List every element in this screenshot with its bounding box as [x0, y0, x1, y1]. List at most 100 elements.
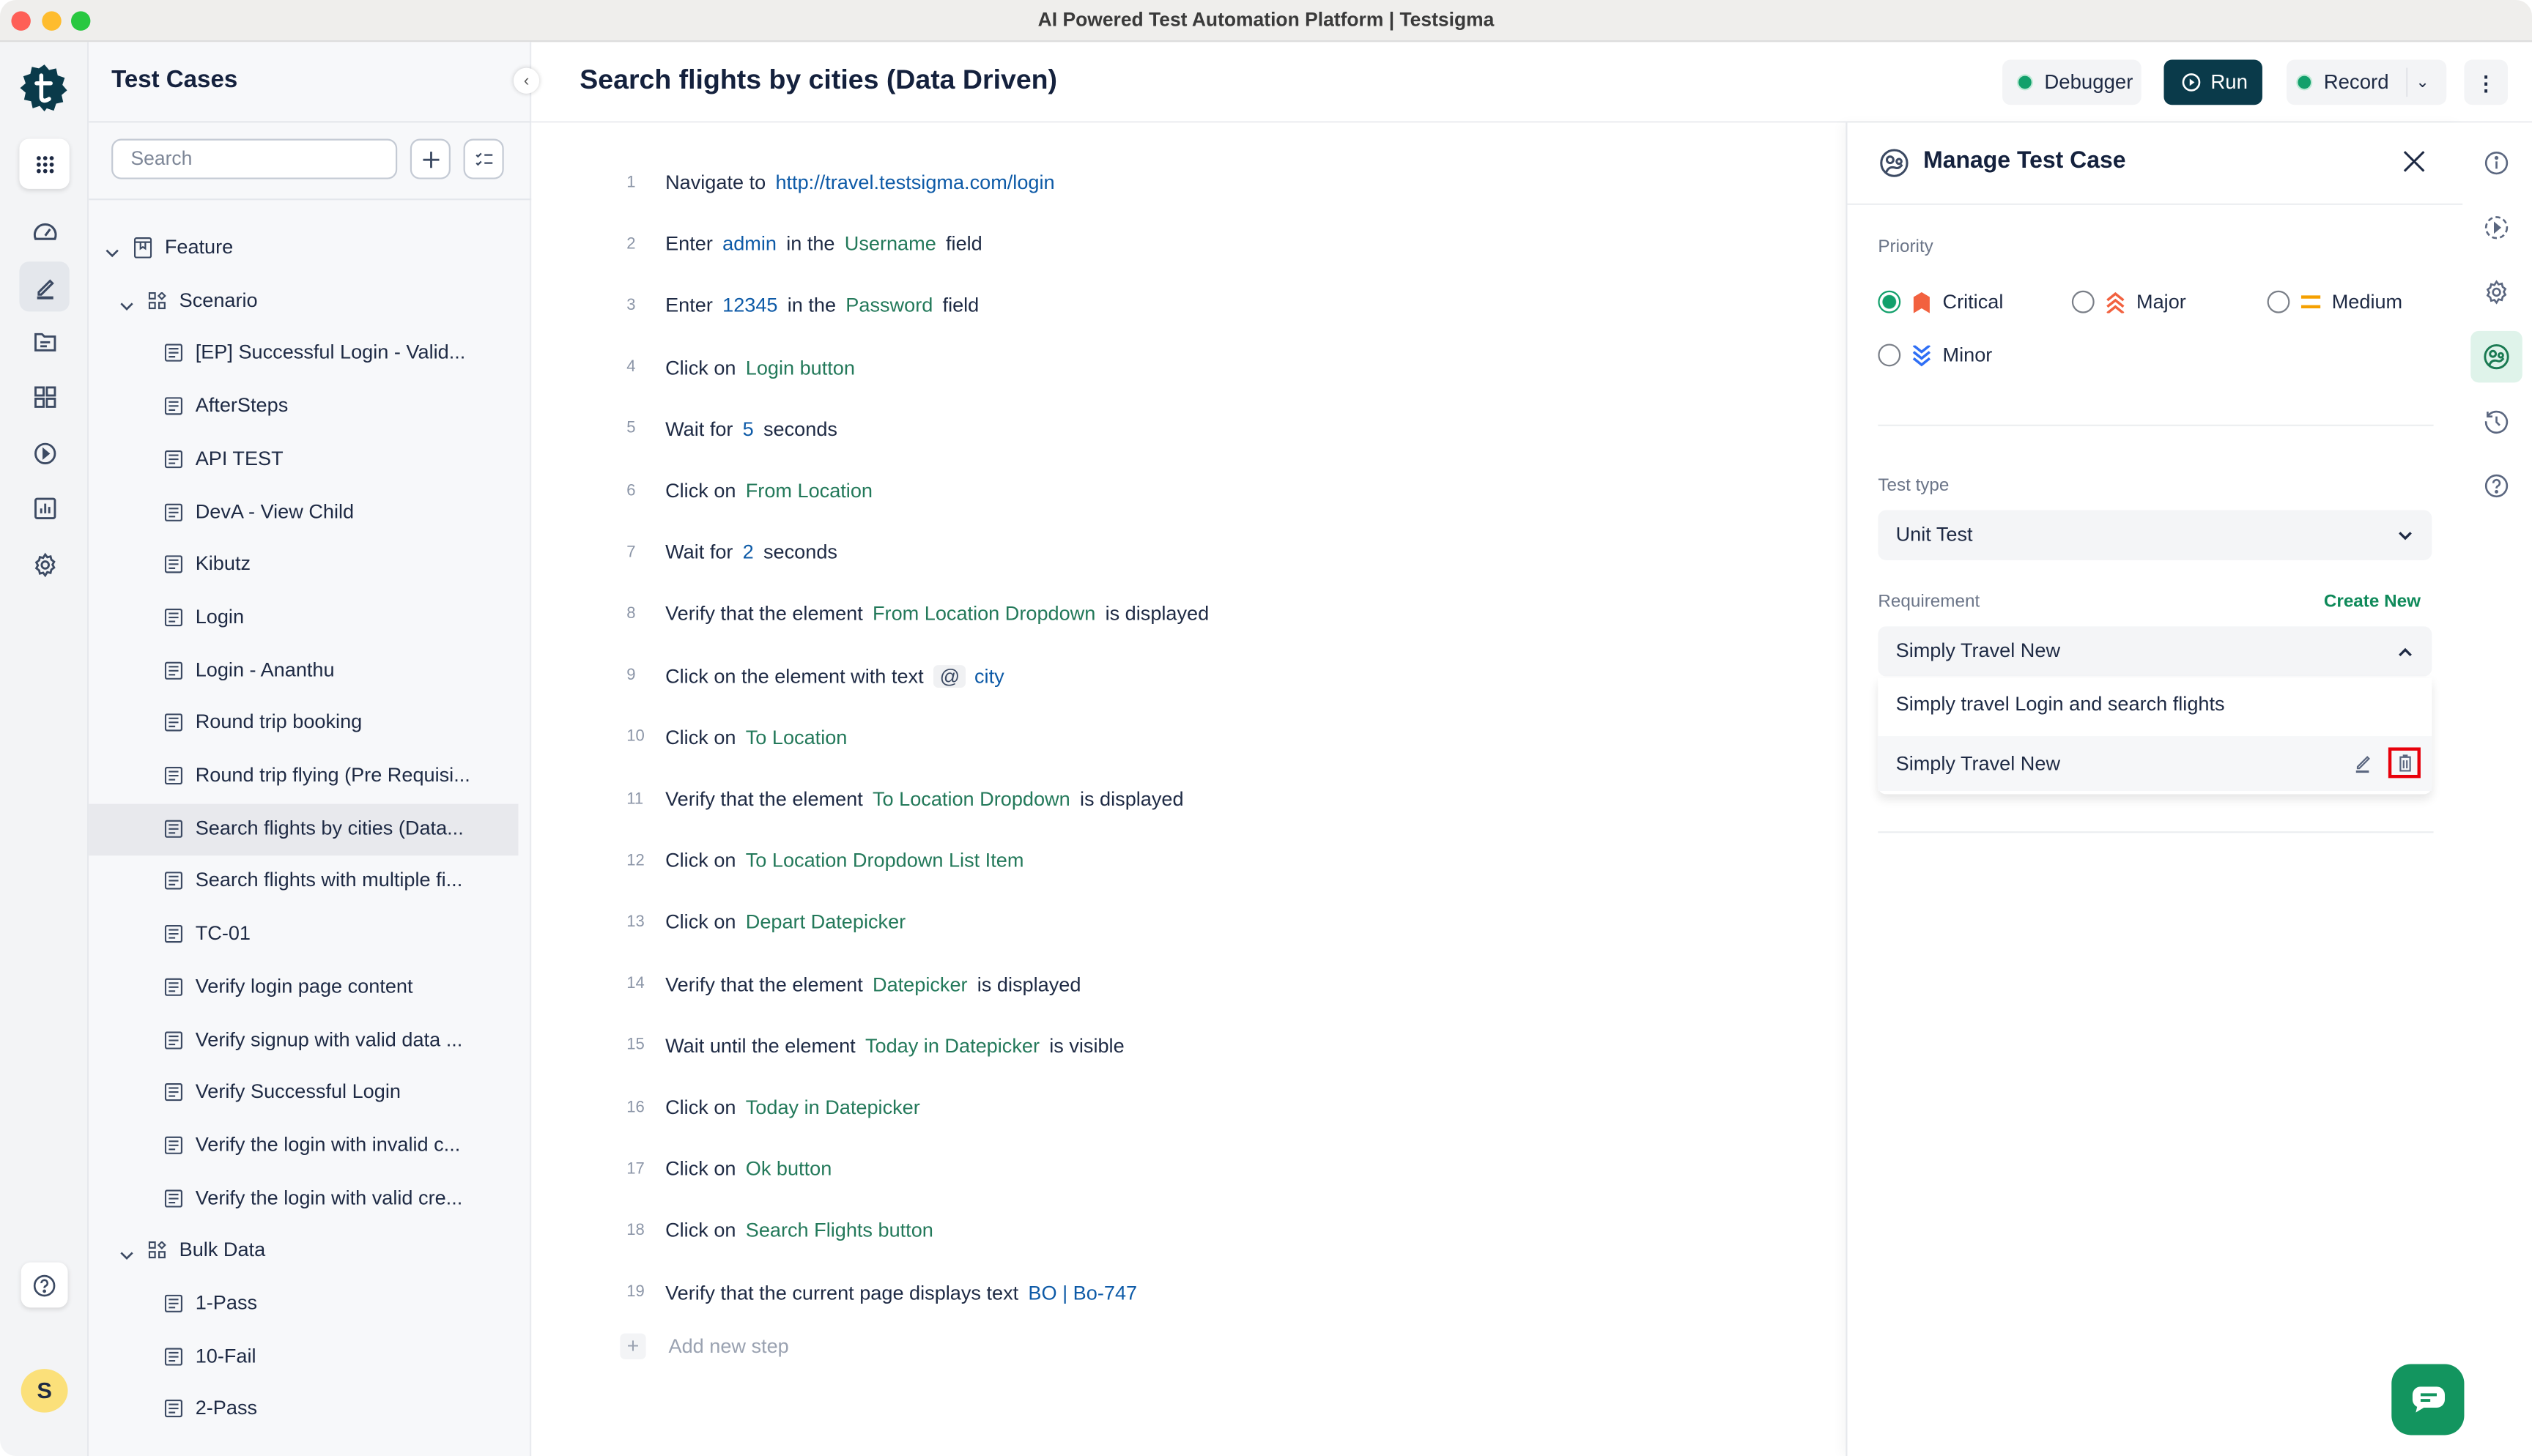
tree-item[interactable]: API TEST	[89, 434, 518, 486]
add-test-case-button[interactable]	[410, 138, 451, 179]
testsigma-logo[interactable]	[19, 63, 69, 113]
radio-button[interactable]	[2267, 290, 2290, 313]
step-element[interactable]: Password	[845, 294, 933, 317]
edit-pencil-icon[interactable]	[2353, 752, 2372, 781]
tree-item[interactable]: Verify signup with valid data ...	[89, 1014, 518, 1066]
modules-grid-icon[interactable]	[19, 371, 69, 421]
step-element[interactable]: From Location	[745, 479, 873, 502]
test-step[interactable]: 4 Click on Login button	[620, 352, 865, 384]
step-element[interactable]: Datepicker	[873, 973, 968, 996]
test-step[interactable]: 2 Enter admin in the Username field	[620, 228, 992, 260]
test-data-type-icon[interactable]: @	[933, 664, 966, 688]
step-test-data[interactable]: BO | Bo-747	[1028, 1281, 1138, 1304]
tree-item[interactable]: Verify the login with invalid c...	[89, 1120, 518, 1172]
history-icon[interactable]	[2470, 395, 2522, 447]
tree-item[interactable]: AfterSteps	[89, 381, 518, 433]
step-test-data[interactable]: admin	[722, 232, 777, 256]
test-step[interactable]: 5 Wait for 5 seconds	[620, 413, 847, 445]
record-options-chevron-icon[interactable]: ⌄	[2416, 73, 2429, 92]
requirement-option[interactable]: Simply Travel New	[1895, 752, 2061, 775]
info-icon[interactable]	[2470, 137, 2522, 189]
record-button[interactable]: Record ⌄	[2287, 59, 2447, 105]
test-step[interactable]: 14 Verify that the element Datepicker is di…	[620, 968, 1090, 1000]
tree-item[interactable]: Feature	[89, 223, 518, 275]
step-test-data[interactable]: http://travel.testsigma.com/login	[775, 171, 1055, 194]
settings-gear-icon[interactable]	[2470, 267, 2522, 319]
reports-chart-icon[interactable]	[19, 483, 69, 532]
help-icon[interactable]	[2470, 460, 2522, 512]
run-button[interactable]: Run	[2163, 59, 2262, 105]
tree-item[interactable]: 2-Pass	[89, 1384, 518, 1436]
collapse-sidebar-button[interactable]: ‹	[513, 67, 540, 94]
tree-item[interactable]: 1-Pass	[89, 1279, 518, 1331]
priority-radio-critical[interactable]: Critical	[1878, 290, 2003, 313]
tree-item[interactable]: Verify the login with valid cre...	[89, 1173, 518, 1225]
test-step[interactable]: 7 Wait for 2 seconds	[620, 536, 847, 568]
tree-item[interactable]: 10-Fail	[89, 1331, 518, 1383]
more-options-kebab-icon[interactable]: ⋮	[2464, 59, 2508, 105]
tree-item[interactable]: Login - Ananthu	[89, 645, 518, 697]
settings-gear-icon[interactable]	[19, 539, 69, 589]
requirement-option-row[interactable]: Simply Travel New	[1878, 736, 2432, 792]
test-step[interactable]: 15 Wait until the element Today in Datepic…	[620, 1030, 1133, 1062]
test-step[interactable]: 8 Verify that the element From Location Dr…	[620, 598, 1218, 630]
tree-item[interactable]: [EP] Successful Login - Valid...	[89, 328, 518, 380]
apps-grid-icon[interactable]	[19, 138, 70, 189]
search-input[interactable]: Search	[111, 138, 398, 179]
add-step-label[interactable]: Add new step	[668, 1334, 789, 1358]
tree-item[interactable]: Verify Successful Login	[89, 1067, 518, 1119]
radio-button[interactable]	[1878, 290, 1901, 313]
help-icon[interactable]	[21, 1262, 68, 1308]
chevron-down-icon[interactable]	[119, 1244, 134, 1266]
step-element[interactable]: From Location Dropdown	[873, 602, 1096, 625]
step-element[interactable]: To Location	[745, 726, 848, 749]
step-element[interactable]: Today in Datepicker	[865, 1034, 1040, 1058]
requirement-option[interactable]: Simply travel Login and search flights	[1895, 692, 2225, 716]
maximize-window-button[interactable]	[70, 11, 91, 31]
test-step[interactable]: 18 Click on Search Flights button	[620, 1214, 943, 1247]
requirement-select[interactable]: Simply Travel New	[1878, 626, 2432, 677]
test-step[interactable]: 19 Verify that the current page displays …	[620, 1277, 1147, 1309]
close-window-button[interactable]	[11, 11, 31, 31]
step-element[interactable]: To Location Dropdown List Item	[745, 849, 1024, 872]
test-step[interactable]: 6 Click on From Location	[620, 475, 882, 507]
add-step-plus-icon[interactable]: +	[620, 1333, 646, 1359]
step-test-data[interactable]: 2	[742, 541, 754, 564]
tree-item[interactable]: TC-01	[89, 909, 518, 961]
bulk-select-button[interactable]	[463, 138, 504, 179]
step-test-data[interactable]: 12345	[722, 294, 778, 317]
test-step[interactable]: 10 Click on To Location	[620, 721, 856, 754]
tree-item[interactable]: Bulk Data	[89, 1226, 518, 1278]
step-element[interactable]: Depart Datepicker	[745, 910, 906, 934]
test-step[interactable]: 11 Verify that the element To Location Dro…	[620, 783, 1193, 815]
priority-radio-major[interactable]: Major	[2071, 290, 2186, 313]
test-step[interactable]: 1 Navigate to http://travel.testsigma.com/…	[620, 166, 1064, 198]
test-step[interactable]: 17 Click on Ok button	[620, 1153, 841, 1185]
test-development-pencil-icon[interactable]	[19, 261, 70, 312]
radio-button[interactable]	[1878, 343, 1901, 367]
create-new-requirement-link[interactable]: Create New	[2323, 592, 2421, 612]
user-avatar[interactable]: S	[21, 1369, 68, 1413]
priority-radio-medium[interactable]: Medium	[2267, 290, 2402, 313]
step-element[interactable]: Login button	[745, 356, 855, 379]
step-element[interactable]: Today in Datepicker	[745, 1096, 920, 1119]
test-step[interactable]: 9 Click on the element with text @ city	[620, 660, 1014, 692]
test-step[interactable]: 12 Click on To Location Dropdown List Item	[620, 844, 1033, 877]
step-element[interactable]: Username	[844, 232, 936, 256]
tree-item[interactable]: DevA - View Child	[89, 487, 518, 539]
chat-support-button[interactable]	[2391, 1364, 2465, 1435]
manage-test-case-icon[interactable]	[2470, 330, 2522, 383]
close-panel-icon[interactable]	[2403, 150, 2426, 181]
tree-item[interactable]: Search flights by cities (Data...	[89, 803, 519, 855]
tree-item[interactable]: Round trip booking	[89, 698, 518, 750]
test-step[interactable]: 13 Click on Depart Datepicker	[620, 906, 915, 938]
tree-item[interactable]: Kibutz	[89, 540, 518, 592]
runs-play-icon[interactable]	[19, 428, 69, 478]
tree-item[interactable]: Login	[89, 593, 518, 645]
test-data-folder-icon[interactable]	[19, 316, 69, 366]
step-element[interactable]: Search Flights button	[745, 1219, 933, 1242]
chevron-down-icon[interactable]	[105, 240, 119, 263]
step-test-data[interactable]: 5	[742, 417, 754, 441]
debugger-button[interactable]: Debugger	[2002, 59, 2142, 105]
dry-run-icon[interactable]	[2470, 202, 2522, 254]
